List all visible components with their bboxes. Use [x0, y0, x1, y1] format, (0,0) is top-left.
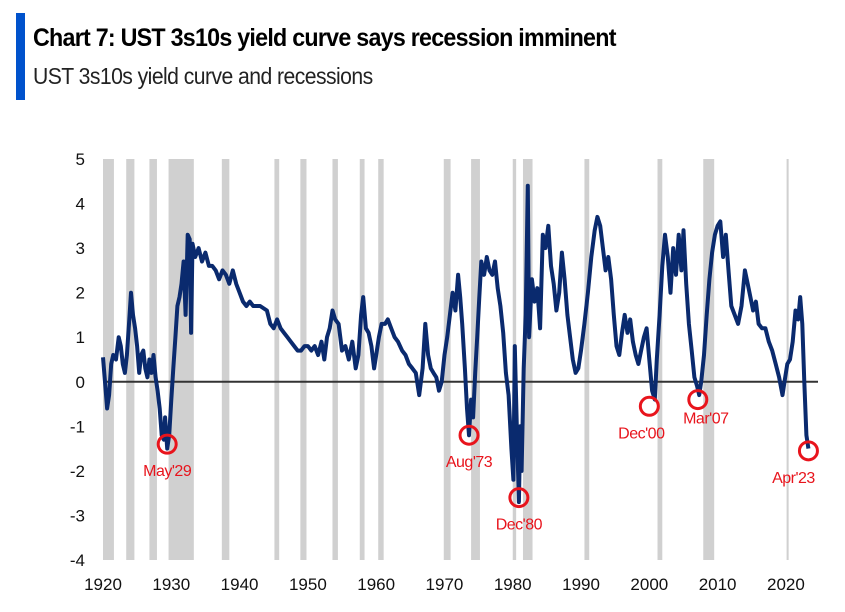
annotation-label: Apr'23 — [772, 470, 815, 487]
x-tick-label: 1970 — [426, 575, 464, 594]
recession-band — [378, 159, 384, 560]
title-accent-bar — [16, 13, 25, 100]
y-tick-label: -3 — [70, 506, 85, 525]
annotation-circle — [687, 389, 709, 411]
y-tick-label: 1 — [76, 328, 85, 347]
x-tick-label: 1980 — [494, 575, 532, 594]
annotation-label: Aug'73 — [446, 454, 493, 471]
annotation-label: Dec'80 — [496, 517, 543, 534]
chart-subtitle: UST 3s10s yield curve and recessions — [33, 63, 373, 89]
annotation-label: May'29 — [143, 463, 192, 480]
x-tick-label: 1990 — [562, 575, 600, 594]
x-tick-label: 1950 — [289, 575, 327, 594]
annotation-circle — [458, 424, 480, 446]
recession-band — [522, 159, 533, 560]
x-tick-label: 1920 — [84, 575, 122, 594]
x-tick-label: 1960 — [357, 575, 395, 594]
recession-band — [359, 159, 365, 560]
annotation-circle — [797, 440, 819, 462]
recession-band — [103, 159, 114, 560]
y-tick-label: 5 — [76, 150, 85, 169]
y-tick-label: 2 — [76, 284, 85, 303]
y-axis-ticks: 5 4 3 2 1 0 -1 -2 -3 -4 — [70, 150, 85, 570]
y-tick-label: 3 — [76, 239, 85, 258]
chart-title: Chart 7: UST 3s10s yield curve says rece… — [33, 24, 616, 52]
recession-band — [443, 159, 451, 560]
y-tick-label: -2 — [70, 462, 85, 481]
y-tick-label: -4 — [70, 551, 85, 570]
recession-band — [332, 159, 338, 560]
recession-band — [221, 159, 230, 560]
recession-band — [584, 159, 590, 560]
annotation-circle — [508, 487, 530, 509]
x-tick-label: 1930 — [152, 575, 190, 594]
x-tick-label: 1940 — [221, 575, 259, 594]
x-tick-label: 2000 — [630, 575, 668, 594]
annotation-circle — [638, 395, 660, 417]
y-tick-label: -1 — [70, 417, 85, 436]
recession-band — [126, 159, 135, 560]
x-tick-label: 2020 — [767, 575, 805, 594]
recession-band — [703, 159, 715, 560]
annotation-label: Mar'07 — [683, 411, 729, 428]
series-line-ust-3s10s — [101, 183, 811, 505]
y-tick-label: 4 — [76, 195, 85, 214]
annotation-circle — [156, 433, 178, 455]
recession-band — [300, 159, 307, 560]
y-tick-label: 0 — [76, 373, 85, 392]
recession-band — [657, 159, 663, 560]
recession-band — [786, 159, 789, 560]
x-axis-ticks: 1920 1930 1940 1950 1960 1970 1980 1990 2000 2010… — [84, 575, 805, 594]
x-tick-label: 2010 — [699, 575, 737, 594]
annotation-label: Dec'00 — [618, 425, 665, 442]
annotations: May'29 Aug'73 Dec'80 Dec'00 Mar'07 Apr'23 — [143, 389, 819, 534]
recession-band — [274, 159, 280, 560]
